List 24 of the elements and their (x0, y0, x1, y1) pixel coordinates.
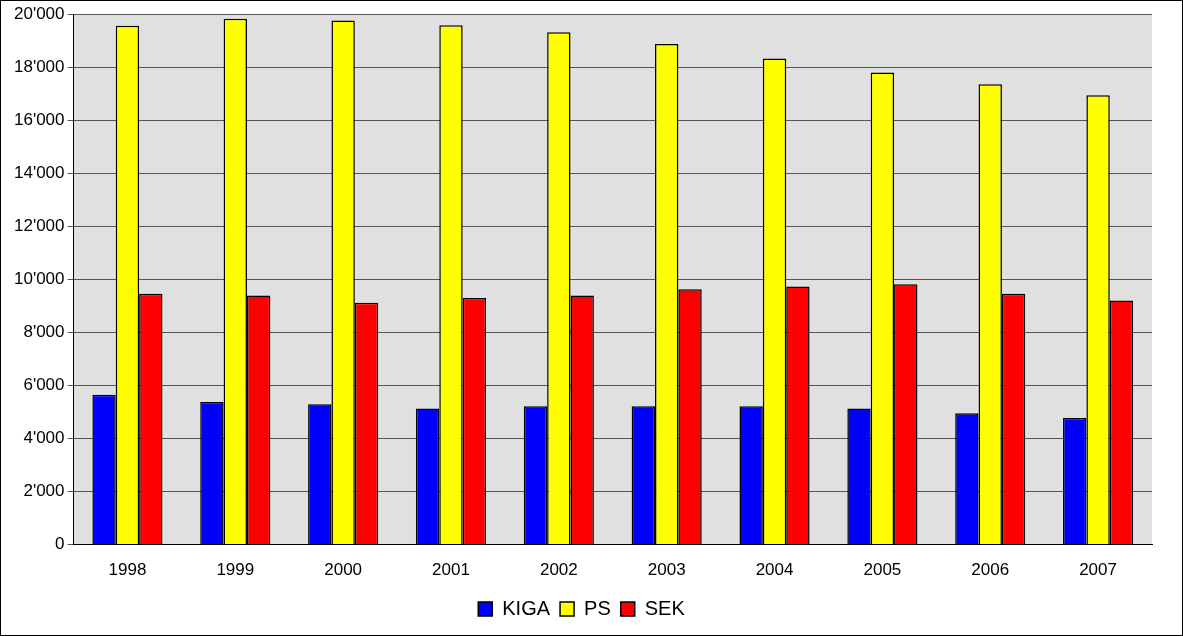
x-tick-label: 2001 (432, 560, 470, 580)
y-tick-label: 8'000 (23, 322, 65, 342)
y-tick-label: 2'000 (23, 481, 65, 501)
x-tick-label: 2003 (647, 560, 686, 580)
legend-label: SEK (644, 596, 686, 619)
x-tick-label: 1999 (216, 560, 255, 580)
x-tick-label: 2007 (1079, 560, 1117, 580)
x-tick-label: 2002 (539, 560, 578, 580)
x-tick-label: 2000 (324, 560, 363, 580)
y-tick-label: 16'000 (13, 109, 65, 129)
legend-label: KIGA (502, 596, 551, 619)
x-tick-label: 2005 (863, 560, 902, 580)
x-tick-label: 2006 (971, 560, 1010, 580)
y-tick-label: 6'000 (23, 375, 65, 395)
x-tick-label: 2004 (755, 560, 794, 580)
legend-label: PS (584, 596, 611, 619)
y-tick-label: 20'000 (13, 3, 65, 23)
y-tick-label: 14'000 (13, 163, 65, 183)
x-tick-label: 1998 (108, 560, 147, 580)
y-tick-label: 0 (55, 534, 65, 554)
y-tick-label: 4'000 (23, 428, 65, 448)
y-tick-label: 12'000 (13, 216, 65, 236)
y-tick-label: 10'000 (13, 269, 65, 289)
y-tick-label: 18'000 (13, 56, 65, 76)
